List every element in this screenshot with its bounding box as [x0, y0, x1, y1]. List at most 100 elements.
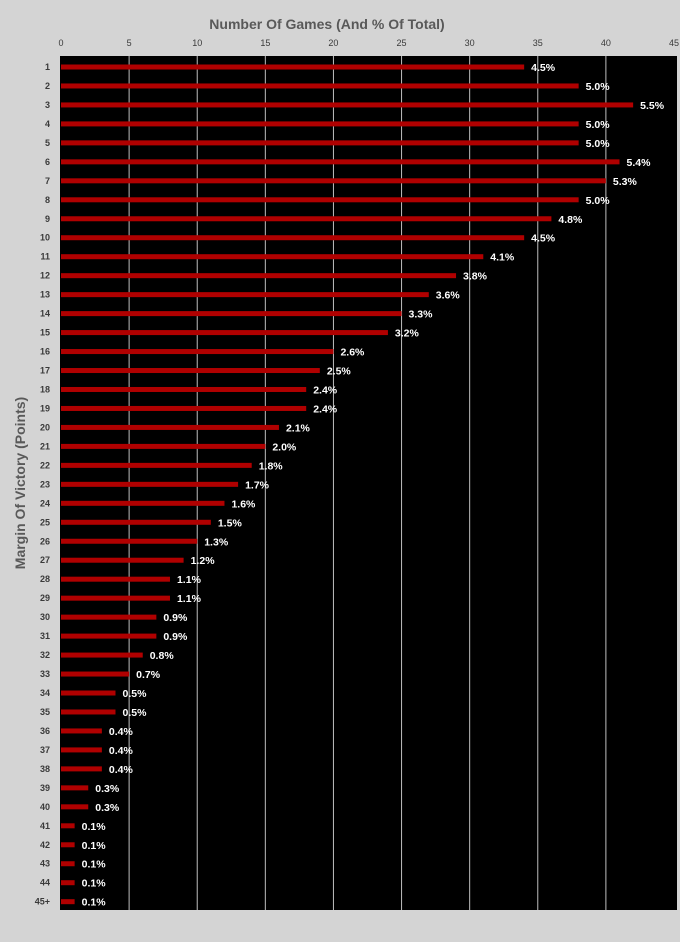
data-label: 0.9% [163, 612, 188, 624]
y-tick-label: 18 [40, 384, 50, 394]
data-label: 0.3% [95, 802, 120, 814]
data-label: 5.0% [586, 119, 611, 131]
bar [61, 330, 388, 336]
data-label: 0.4% [109, 764, 134, 776]
data-label: 5.0% [586, 138, 611, 150]
bar [61, 709, 116, 715]
data-label: 2.6% [340, 347, 365, 359]
data-label: 1.1% [177, 593, 202, 605]
x-tick-label: 25 [397, 38, 407, 48]
bar [61, 443, 266, 449]
y-tick-label: 9 [45, 214, 50, 224]
bar [61, 140, 579, 146]
bar [61, 235, 525, 241]
y-tick-label: 25 [40, 517, 50, 527]
y-tick-label: 3 [45, 100, 50, 110]
data-label: 1.2% [191, 555, 216, 567]
x-tick-label: 35 [533, 38, 543, 48]
data-label: 2.4% [313, 403, 338, 415]
x-tick-label: 30 [465, 38, 475, 48]
y-tick-label: 20 [40, 422, 50, 432]
bar [61, 424, 279, 430]
y-tick-label: 31 [40, 631, 50, 641]
data-label: 5.4% [627, 157, 652, 169]
y-tick-label: 8 [45, 195, 50, 205]
y-tick-label: 35 [40, 707, 50, 717]
bar [61, 595, 170, 601]
data-label: 0.1% [82, 897, 107, 909]
data-label: 1.8% [259, 460, 284, 472]
data-label: 1.1% [177, 574, 202, 586]
bar [61, 159, 620, 165]
y-tick-label: 28 [40, 574, 50, 584]
y-tick-label: 37 [40, 745, 50, 755]
bar [61, 633, 157, 639]
data-label: 3.6% [436, 290, 461, 302]
data-label: 3.2% [395, 328, 420, 340]
y-tick-label: 33 [40, 669, 50, 679]
bar [61, 254, 484, 260]
y-tick-label: 43 [40, 859, 50, 869]
x-tick-label: 20 [328, 38, 338, 48]
data-label: 0.1% [82, 821, 107, 833]
y-tick-label: 36 [40, 726, 50, 736]
bar [61, 671, 130, 677]
bar [61, 842, 75, 848]
y-tick-label: 5 [45, 138, 50, 148]
bar [61, 728, 102, 734]
data-label: 0.1% [82, 840, 107, 852]
x-tick-label: 10 [192, 38, 202, 48]
data-label: 2.0% [272, 441, 297, 453]
y-tick-label: 39 [40, 783, 50, 793]
y-tick-label: 42 [40, 840, 50, 850]
y-tick-label: 30 [40, 612, 50, 622]
bar [61, 823, 75, 829]
y-tick-label: 27 [40, 555, 50, 565]
y-tick-label: 11 [40, 252, 50, 262]
x-tick-label: 0 [58, 38, 63, 48]
y-tick-label: 14 [40, 309, 50, 319]
y-tick-label: 32 [40, 650, 50, 660]
bar [61, 349, 334, 355]
bar [61, 766, 102, 772]
bar [61, 83, 579, 89]
x-tick-label: 40 [601, 38, 611, 48]
data-label: 3.8% [463, 271, 488, 283]
y-tick-label: 23 [40, 479, 50, 489]
y-tick-label: 34 [40, 688, 50, 698]
y-tick-label: 6 [45, 157, 50, 167]
bar [61, 614, 157, 620]
y-axis-title: Margin Of Victory (Points) [12, 397, 28, 569]
y-tick-label: 12 [40, 271, 50, 281]
data-label: 0.3% [95, 783, 120, 795]
y-tick-label: 10 [40, 233, 50, 243]
bar [61, 747, 102, 753]
data-label: 2.1% [286, 422, 311, 434]
y-axis-ticks: 1234567891011121314151617181920212223242… [35, 62, 50, 907]
x-axis-ticks: 0 5 10 15 20 25 30 35 40 45 [58, 38, 679, 48]
x-tick-label: 45 [669, 38, 679, 48]
data-label: 4.5% [531, 62, 556, 74]
y-tick-label: 45+ [35, 897, 50, 907]
y-tick-label: 4 [45, 119, 50, 129]
data-labels: 4.5%5.0%5.5%5.0%5.0%5.4%5.3%5.0%4.8%4.5%… [82, 62, 665, 909]
bar [61, 216, 552, 222]
bar [61, 804, 89, 810]
bar [61, 178, 606, 184]
bar [61, 197, 579, 203]
bar [61, 519, 211, 525]
data-label: 0.8% [150, 650, 175, 662]
data-label: 5.3% [613, 176, 638, 188]
data-label: 5.0% [586, 195, 611, 207]
bar [61, 652, 143, 658]
bar [61, 273, 457, 279]
x-tick-label: 5 [127, 38, 132, 48]
bar [61, 500, 225, 506]
y-tick-label: 7 [45, 176, 50, 186]
data-label: 0.4% [109, 745, 134, 757]
bar [61, 386, 307, 392]
bar [61, 576, 170, 582]
y-tick-label: 17 [40, 366, 50, 376]
bar [61, 102, 634, 108]
